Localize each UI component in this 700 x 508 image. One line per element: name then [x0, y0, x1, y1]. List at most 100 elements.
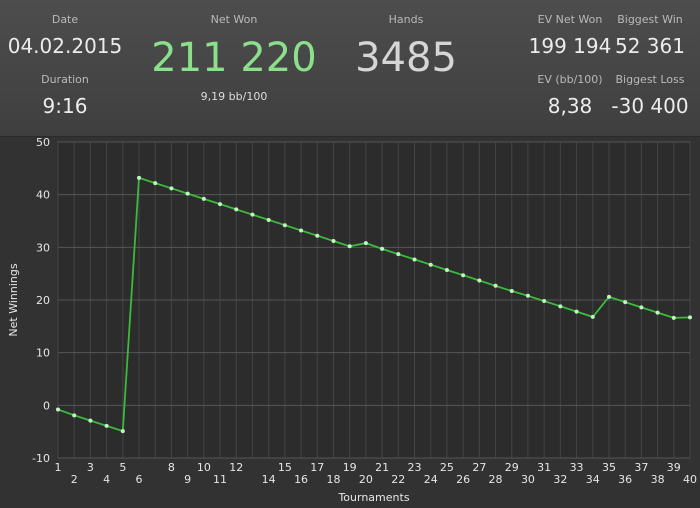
date-label: Date: [51, 13, 79, 26]
data-point: [88, 418, 93, 423]
x-tick-label: 9: [184, 473, 191, 486]
x-tick-label: 31: [537, 461, 551, 474]
data-point: [396, 252, 401, 257]
x-tick-label: 10: [197, 461, 211, 474]
net-won-label: Net Won: [210, 13, 258, 26]
data-point: [412, 257, 417, 262]
biggest-loss-value: -30 400: [611, 94, 689, 118]
data-point: [428, 262, 433, 267]
data-point: [380, 246, 385, 251]
data-point: [688, 315, 692, 320]
data-point: [574, 309, 579, 314]
x-tick-label: 18: [326, 473, 340, 486]
x-tick-label: 26: [456, 473, 470, 486]
x-tick-label: 28: [489, 473, 503, 486]
x-tick-label: 21: [375, 461, 389, 474]
hands-value: 3485: [355, 35, 457, 81]
y-axis-label: Net Winnings: [7, 263, 20, 336]
y-tick-label: -10: [32, 452, 50, 465]
data-point: [525, 293, 530, 298]
x-tick-label: 17: [310, 461, 324, 474]
x-tick-label: 34: [586, 473, 600, 486]
data-point: [493, 283, 498, 288]
x-tick-label: 27: [472, 461, 486, 474]
x-tick-label: 22: [391, 473, 405, 486]
ev-bb-value: 8,38: [547, 94, 593, 118]
x-tick-label: 2: [71, 473, 78, 486]
data-point: [153, 181, 158, 186]
duration-value: 9:16: [42, 94, 88, 118]
data-point: [250, 212, 255, 217]
data-point: [331, 239, 336, 244]
y-axis: -10 0 10 20 30 40 50: [32, 136, 50, 465]
x-tick-label: 19: [343, 461, 357, 474]
y-tick-label: 10: [36, 347, 50, 360]
x-tick-label: 15: [278, 461, 292, 474]
data-point: [655, 310, 660, 315]
x-tick-label: 38: [651, 473, 665, 486]
x-axis: 1 3 5 8 10 12 15 17 19 21 23 25 27 29 31 33 35 37 392 4 6 9 11…: [55, 461, 698, 486]
x-tick-label: 14: [262, 473, 276, 486]
x-tick-label: 12: [229, 461, 243, 474]
x-tick-label: 16: [294, 473, 308, 486]
x-tick-label: 24: [424, 473, 438, 486]
data-point: [104, 423, 109, 428]
data-point: [444, 267, 449, 272]
data-point: [590, 314, 595, 319]
x-tick-label: 30: [521, 473, 535, 486]
data-point: [671, 315, 676, 320]
data-point: [509, 289, 514, 294]
data-point: [639, 305, 644, 310]
data-point: [606, 294, 611, 299]
x-tick-label: 23: [408, 461, 422, 474]
x-tick-label: 20: [359, 473, 373, 486]
net-won-bb-per-100: 9,19 bb/100: [200, 90, 268, 103]
data-point: [347, 244, 352, 249]
x-tick-label: 5: [119, 461, 126, 474]
data-point: [282, 223, 287, 228]
y-tick-label: 0: [43, 399, 50, 412]
x-tick-label: 33: [570, 461, 584, 474]
data-point: [72, 413, 77, 418]
biggest-win-label: Biggest Win: [617, 13, 683, 26]
data-point: [185, 191, 190, 196]
stats-panel: Date 04.02.2015 Duration 9:16 Net Won 21…: [0, 0, 700, 137]
data-point: [461, 273, 466, 278]
series-line: [57, 176, 691, 433]
series: [56, 175, 692, 434]
duration-label: Duration: [41, 73, 89, 86]
data-point: [477, 278, 482, 283]
x-axis-label: Tournaments: [337, 491, 409, 504]
y-tick-label: 40: [36, 189, 50, 202]
x-tick-label: 25: [440, 461, 454, 474]
x-tick-label: 11: [213, 473, 227, 486]
data-point: [234, 207, 239, 212]
x-tick-label: 8: [168, 461, 175, 474]
data-point: [266, 217, 271, 222]
biggest-loss-label: Biggest Loss: [615, 73, 685, 86]
biggest-win-value: 52 361: [615, 34, 685, 58]
data-point: [201, 196, 206, 201]
x-tick-label: 37: [634, 461, 648, 474]
x-tick-label: 39: [667, 461, 681, 474]
x-tick-label: 3: [87, 461, 94, 474]
x-tick-label: 36: [618, 473, 632, 486]
ev-net-won-label: EV Net Won: [537, 13, 603, 26]
net-won-value: 211 220: [151, 35, 317, 81]
x-tick-label: 4: [103, 473, 110, 486]
net-winnings-chart: -10 0 10 20 30 40 50 1 3 5 8 10 12 15 17 19 21 23 25 27 29 3…: [0, 136, 700, 504]
date-value: 04.02.2015: [7, 34, 123, 58]
y-tick-label: 30: [36, 241, 50, 254]
data-point: [623, 300, 628, 305]
data-point: [56, 407, 60, 412]
y-tick-label: 20: [36, 294, 50, 307]
data-point: [137, 175, 142, 180]
x-tick-label: 1: [55, 461, 62, 474]
x-tick-label: 29: [505, 461, 519, 474]
y-tick-label: 50: [36, 137, 50, 149]
data-point: [558, 304, 563, 309]
data-point: [299, 228, 304, 233]
data-point: [542, 299, 547, 304]
x-tick-label: 35: [602, 461, 616, 474]
